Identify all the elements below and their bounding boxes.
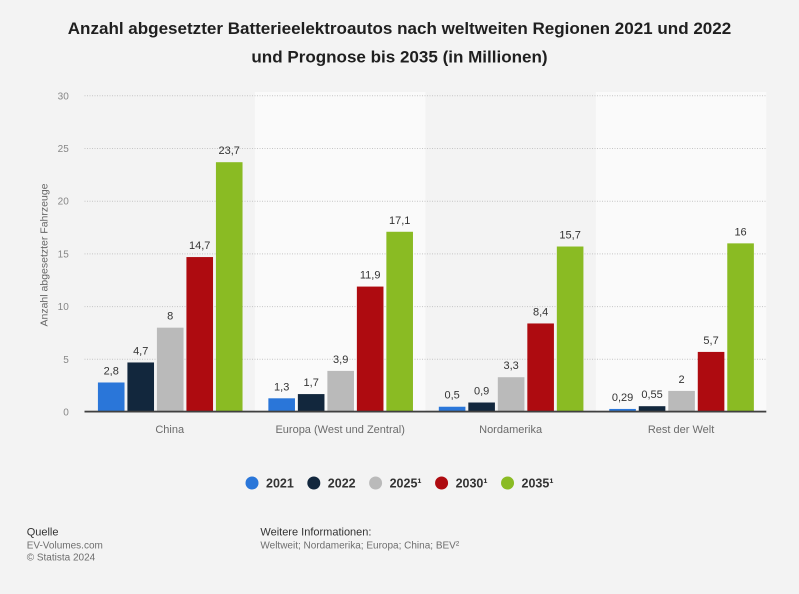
svg-text:15: 15 (58, 249, 70, 260)
svg-text:10: 10 (58, 302, 70, 313)
svg-text:Nordamerika: Nordamerika (479, 424, 543, 436)
svg-text:20: 20 (58, 197, 70, 208)
svg-text:Anzahl abgesetzter Batterieele: Anzahl abgesetzter Batterieelektroautos … (68, 19, 731, 38)
svg-text:16: 16 (734, 226, 746, 238)
svg-text:2,8: 2,8 (104, 365, 119, 377)
svg-text:0: 0 (63, 408, 69, 419)
svg-text:25: 25 (58, 144, 70, 155)
svg-text:2035¹: 2035¹ (522, 476, 554, 490)
svg-text:17,1: 17,1 (389, 215, 410, 227)
svg-text:Rest der Welt: Rest der Welt (648, 424, 714, 436)
svg-text:1,7: 1,7 (304, 377, 319, 389)
svg-text:8,4: 8,4 (533, 306, 548, 318)
svg-text:23,7: 23,7 (219, 145, 240, 157)
svg-text:15,7: 15,7 (559, 230, 580, 242)
svg-text:Weltweit; Nordamerika; Europa;: Weltweit; Nordamerika; Europa; China; BE… (260, 540, 459, 551)
svg-text:5,7: 5,7 (703, 335, 718, 347)
svg-text:Weitere Informationen:: Weitere Informationen: (260, 526, 371, 538)
svg-text:China: China (155, 424, 185, 436)
svg-text:14,7: 14,7 (189, 240, 210, 252)
svg-text:5: 5 (63, 355, 69, 366)
svg-text:8: 8 (167, 311, 173, 323)
svg-text:Europa (West und Zentral): Europa (West und Zentral) (275, 424, 404, 436)
svg-text:1,3: 1,3 (274, 381, 289, 393)
svg-text:2025¹: 2025¹ (390, 476, 422, 490)
svg-text:2022: 2022 (328, 476, 356, 490)
svg-text:und Prognose bis 2035 (in Mill: und Prognose bis 2035 (in Millionen) (251, 47, 547, 66)
svg-text:2030¹: 2030¹ (456, 476, 488, 490)
svg-text:3,9: 3,9 (333, 354, 348, 366)
svg-text:0,9: 0,9 (474, 386, 489, 398)
svg-text:2: 2 (679, 374, 685, 386)
svg-text:0,29: 0,29 (612, 392, 633, 404)
svg-text:11,9: 11,9 (360, 270, 381, 282)
svg-text:3,3: 3,3 (503, 360, 518, 372)
svg-text:Anzahl abgesetzter Fahrzeuge: Anzahl abgesetzter Fahrzeuge (39, 183, 51, 326)
svg-text:0,5: 0,5 (444, 390, 459, 402)
svg-text:© Statista 2024: © Statista 2024 (27, 553, 96, 564)
svg-text:2021: 2021 (266, 476, 294, 490)
svg-text:EV-Volumes.com: EV-Volumes.com (27, 540, 103, 551)
svg-text:4,7: 4,7 (133, 345, 148, 357)
svg-text:30: 30 (58, 91, 70, 102)
svg-text:0,55: 0,55 (641, 389, 662, 401)
svg-text:Quelle: Quelle (27, 526, 59, 538)
